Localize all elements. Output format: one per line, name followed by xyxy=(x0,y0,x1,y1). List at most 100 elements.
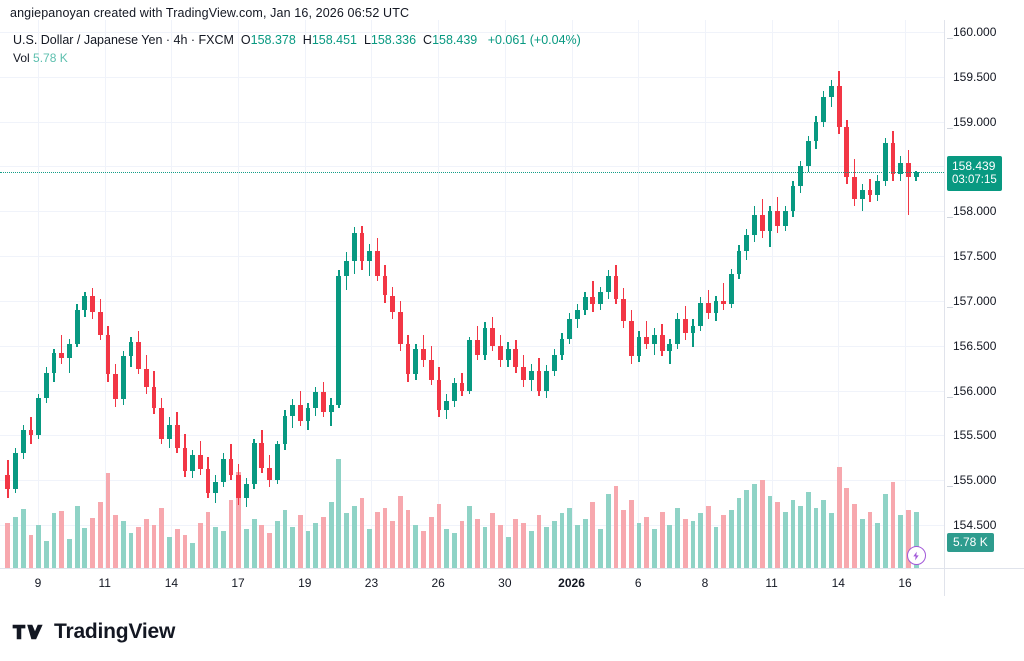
candle-body xyxy=(90,295,95,312)
candle-wick xyxy=(61,334,63,364)
candle-body xyxy=(28,429,34,436)
gridline-vertical xyxy=(105,20,106,568)
price-scale-label: 159.500 xyxy=(947,71,996,129)
candle-body xyxy=(444,401,449,411)
candle-body xyxy=(813,121,819,142)
volume-bar xyxy=(321,517,326,568)
candle-body xyxy=(890,143,896,174)
volume-bar xyxy=(598,529,603,568)
volume-bar xyxy=(729,509,734,568)
volume-bar xyxy=(859,519,865,568)
gridline-vertical xyxy=(772,20,773,568)
legend-close-value: 158.439 xyxy=(432,33,478,47)
price-scale-label: 158.000 xyxy=(947,205,996,398)
legend-interval[interactable]: 4h xyxy=(173,33,188,47)
price-scale-label: 156.500 xyxy=(953,338,997,353)
volume-bar xyxy=(236,471,242,568)
volume-bar xyxy=(821,499,827,568)
chart-pane[interactable]: U.S. Dollar / Japanese Yen · 4h · FXCM O… xyxy=(0,20,944,568)
volume-bar xyxy=(521,523,526,568)
candle-body xyxy=(82,295,88,310)
gridline-horizontal xyxy=(0,76,944,78)
gridline-vertical xyxy=(638,20,639,568)
volume-bar xyxy=(652,529,657,568)
candle-body xyxy=(559,338,565,355)
price-scale-label: 160.000 xyxy=(947,26,996,39)
volume-bar xyxy=(359,497,365,568)
candle-body xyxy=(821,96,827,122)
volume-bar xyxy=(813,507,819,568)
volume-bar xyxy=(220,531,226,568)
time-scale-label: 8 xyxy=(701,576,709,590)
candle-body xyxy=(421,349,426,361)
candle-wick xyxy=(330,397,332,427)
candle-body xyxy=(782,211,788,226)
candle-body xyxy=(836,85,842,127)
candle-body xyxy=(259,442,265,468)
candle-body xyxy=(482,327,488,355)
legend-symbol[interactable]: U.S. Dollar / Japanese Yen xyxy=(13,33,163,47)
candle-body xyxy=(567,318,573,339)
candle-body xyxy=(321,392,326,413)
volume-bar xyxy=(428,517,434,568)
volume-bar xyxy=(775,501,780,568)
price-scale-tick xyxy=(947,217,953,219)
candle-body xyxy=(898,162,904,174)
gridline-vertical xyxy=(238,20,239,568)
candle-body xyxy=(436,379,442,411)
price-scale-tick xyxy=(947,306,953,308)
volume-bar xyxy=(482,527,488,568)
price-scale-tick xyxy=(947,486,953,488)
candle-body xyxy=(282,415,288,445)
volume-bar xyxy=(290,527,296,568)
volume-bar xyxy=(790,499,796,568)
volume-bar xyxy=(767,495,773,568)
price-scale-label: 156.000 xyxy=(953,383,997,398)
candle-body xyxy=(236,474,242,499)
volume-bar xyxy=(82,528,88,568)
volume-bar xyxy=(244,529,249,568)
price-scale-tick xyxy=(947,396,953,398)
volume-bar xyxy=(13,517,18,568)
volume-bar xyxy=(43,540,49,568)
volume-bar xyxy=(413,525,419,568)
volume-bar xyxy=(698,513,703,568)
time-scale[interactable]: 9 11 14 17 19 23 26 30 2026 6 8 11 14 16 xyxy=(0,568,944,596)
price-scale-label: 154.500 xyxy=(953,517,997,532)
volume-bar xyxy=(274,521,280,568)
legend-open-label: O xyxy=(240,33,251,47)
volume-bar xyxy=(421,531,426,568)
candle-body xyxy=(475,340,480,355)
volume-bar xyxy=(890,482,896,568)
candle-body xyxy=(113,374,118,400)
candle-body xyxy=(51,352,57,373)
candle-body xyxy=(852,177,857,199)
candle-body xyxy=(159,408,165,439)
volume-bar xyxy=(182,534,188,568)
volume-bar xyxy=(498,525,503,568)
volume-bar xyxy=(205,511,211,568)
gridline-horizontal xyxy=(0,32,944,33)
volume-bar xyxy=(544,527,550,568)
candle-wick xyxy=(592,281,594,312)
candle-body xyxy=(305,408,311,421)
candle-body xyxy=(590,297,596,305)
volume-bar xyxy=(898,515,904,568)
candle-body xyxy=(359,232,365,262)
volume-bar xyxy=(374,511,380,568)
volume-bar xyxy=(398,495,403,568)
volume-bar xyxy=(390,521,396,568)
price-scale[interactable]: 158.439 03:07:15 5.78 K 160.000 159.500 15… xyxy=(944,20,1024,577)
lightning-bolt-icon[interactable] xyxy=(906,546,926,565)
candle-body xyxy=(713,300,719,314)
volume-bar xyxy=(190,542,195,568)
legend-sep-2: · xyxy=(187,33,199,47)
candle-body xyxy=(382,275,388,296)
volume-bar xyxy=(867,511,873,568)
candle-body xyxy=(767,211,773,231)
legend-sep-1: · xyxy=(162,33,174,47)
volume-bar xyxy=(28,534,34,568)
volume-bar xyxy=(5,523,11,568)
volume-bar xyxy=(367,529,372,568)
candle-body xyxy=(729,274,734,305)
